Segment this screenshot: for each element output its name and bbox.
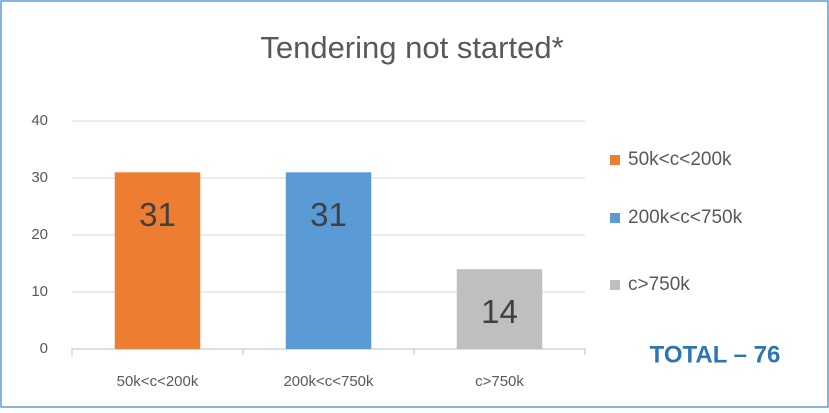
x-tick-label: 200k<c<750k [283, 373, 374, 390]
legend-label: c>750k [628, 274, 690, 295]
y-tick-label: 10 [31, 283, 48, 300]
legend-swatch [610, 155, 620, 165]
data-label: 14 [481, 293, 518, 330]
y-tick-label: 40 [31, 112, 48, 129]
bar [456, 269, 543, 349]
legend-label: 200k<c<750k [628, 207, 743, 228]
y-tick-label: 0 [40, 340, 48, 357]
y-tick-label: 20 [31, 226, 48, 243]
chart-title: Tendering not started* [260, 30, 563, 65]
data-label: 31 [139, 196, 176, 233]
bar [285, 172, 372, 349]
data-label: 31 [310, 196, 347, 233]
x-tick-label: 50k<c<200k [117, 373, 199, 390]
y-tick-label: 30 [31, 169, 48, 186]
legend-swatch [610, 280, 620, 290]
legend-label: 50k<c<200k [628, 149, 732, 170]
total-annotation: TOTAL – 76 [650, 341, 781, 368]
x-tick-label: c>750k [475, 373, 524, 390]
bar [114, 172, 201, 349]
legend-swatch [610, 213, 620, 223]
